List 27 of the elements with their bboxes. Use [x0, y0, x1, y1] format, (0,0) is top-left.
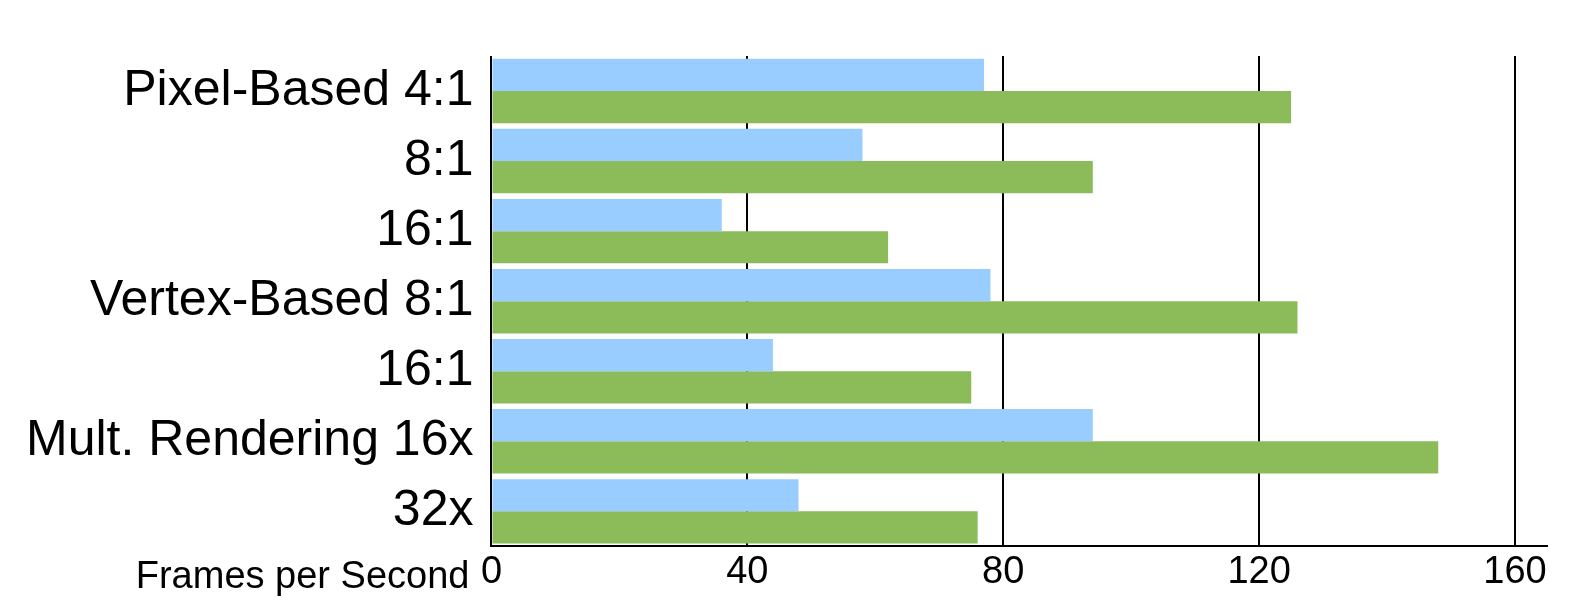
y-tick-label: Mult. Rendering 16x — [25, 410, 474, 467]
x-tick-label: 160 — [1483, 548, 1547, 591]
bar — [492, 198, 722, 232]
bar — [492, 511, 978, 544]
bar — [492, 268, 991, 302]
bar — [492, 231, 889, 264]
bar — [492, 479, 799, 512]
x-tick-label: 0 — [480, 548, 503, 591]
y-tick-label: 32x — [392, 480, 474, 537]
y-tick-label: Vertex-Based 8:1 — [89, 269, 474, 326]
y-tick-label: 8:1 — [403, 129, 474, 186]
bar — [492, 58, 985, 92]
x-tick-label: 40 — [726, 548, 769, 591]
y-tick-label: Pixel-Based 4:1 — [123, 59, 474, 116]
bar — [492, 441, 1439, 474]
x-tick-label: 120 — [1227, 548, 1291, 591]
bar — [492, 371, 972, 404]
bar — [492, 161, 1093, 194]
x-tick-label: 80 — [982, 548, 1025, 591]
bar — [492, 301, 1298, 334]
y-tick-label: 16:1 — [376, 340, 474, 397]
bar — [492, 409, 1093, 442]
bar — [492, 91, 1292, 124]
x-axis-title: Frames per Second — [135, 553, 470, 596]
bar — [492, 339, 773, 372]
y-tick-label: 16:1 — [376, 199, 474, 256]
bar — [492, 128, 863, 162]
